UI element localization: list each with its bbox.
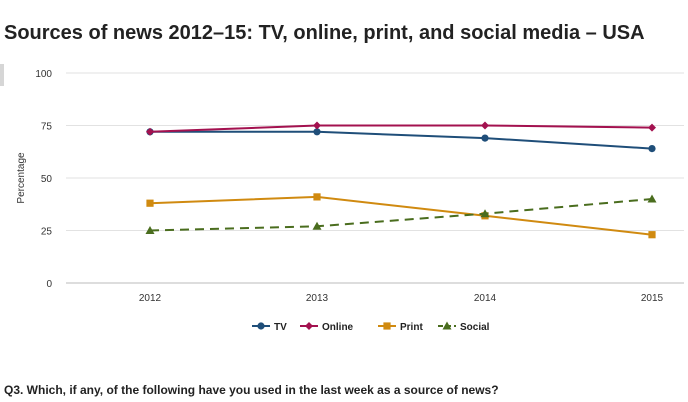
grid-lines — [66, 72, 684, 284]
data-point-tv — [648, 145, 656, 153]
survey-question: Q3. Which, if any, of the following have… — [4, 383, 499, 397]
y-tick-label: 25 — [41, 227, 53, 238]
x-axis-ticks: 2012 2013 2014 2015 — [139, 293, 664, 304]
y-tick-label: 0 — [46, 279, 52, 290]
x-tick-label: 2014 — [474, 293, 497, 304]
y-axis-label: Percentage — [16, 152, 27, 204]
legend-marker-social — [442, 321, 452, 330]
y-axis-ticks: 0 25 50 75 100 — [35, 69, 52, 290]
series-online — [146, 121, 656, 136]
y-tick-label: 100 — [35, 69, 52, 80]
data-point-tv — [313, 128, 321, 136]
legend-marker-tv — [257, 322, 265, 330]
data-point-print — [648, 231, 656, 239]
legend-label-tv: TV — [274, 322, 287, 333]
series-print — [146, 193, 656, 239]
data-point-online — [146, 127, 154, 136]
legend-label-online: Online — [322, 322, 354, 333]
data-point-online — [313, 121, 321, 130]
data-point-social — [312, 221, 322, 230]
data-point-print — [146, 199, 154, 207]
data-point-social — [145, 226, 155, 234]
legend-item-tv[interactable]: TV — [252, 322, 287, 333]
data-point-social — [480, 209, 490, 218]
series-group — [145, 121, 657, 239]
series-line-tv — [150, 130, 653, 150]
data-point-online — [648, 123, 656, 132]
data-point-online — [481, 121, 489, 130]
legend-marker-print — [383, 322, 391, 330]
data-point-social — [647, 194, 657, 203]
series-social — [145, 194, 657, 234]
side-marker — [0, 64, 4, 86]
legend-item-social[interactable]: Social — [438, 321, 490, 334]
chart-title: Sources of news 2012–15: TV, online, pri… — [4, 22, 645, 44]
legend-item-online[interactable]: Online — [300, 322, 354, 333]
data-point-print — [313, 193, 321, 201]
legend-label-social: Social — [460, 322, 490, 333]
legend[interactable]: TV Online Print Social — [252, 321, 490, 334]
line-chart: 0 25 50 75 100 2012 2013 2014 2015 Percentage T… — [16, 69, 684, 334]
legend-item-print[interactable]: Print — [378, 322, 423, 333]
series-tv — [146, 128, 656, 153]
legend-label-print: Print — [400, 322, 423, 333]
series-line-social — [149, 198, 653, 232]
y-tick-label: 75 — [41, 122, 53, 133]
legend-marker-online — [305, 322, 313, 330]
x-tick-label: 2013 — [306, 293, 329, 304]
data-point-tv — [481, 134, 489, 142]
y-tick-label: 50 — [41, 174, 53, 185]
series-line-online — [149, 124, 653, 133]
x-tick-label: 2012 — [139, 293, 162, 304]
x-tick-label: 2015 — [641, 293, 664, 304]
series-line-print — [149, 195, 653, 236]
